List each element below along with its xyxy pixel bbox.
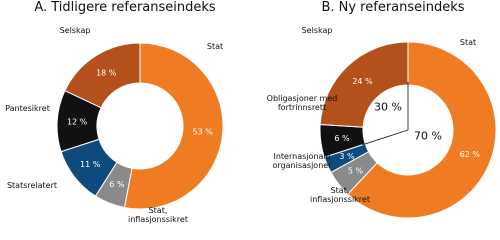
category-label: Statsrelatert bbox=[6, 181, 58, 190]
category-label: Pantesikret bbox=[5, 104, 50, 113]
value-label: 12 % bbox=[67, 118, 88, 127]
split-label: 30 % bbox=[374, 100, 402, 113]
value-label: 18 % bbox=[96, 68, 117, 77]
chart-title: A. Tidligere referanseindeks bbox=[34, 0, 216, 15]
value-label: 11 % bbox=[80, 160, 101, 169]
value-label: 62 % bbox=[460, 150, 481, 159]
value-label: 5 % bbox=[348, 166, 364, 175]
value-label: 53 % bbox=[193, 127, 214, 136]
value-label: 3 % bbox=[339, 152, 355, 161]
donut-slice bbox=[123, 42, 224, 210]
category-label: Selskap bbox=[59, 26, 91, 35]
category-label: Internasjonale organisasjoner bbox=[272, 152, 332, 170]
category-label: Obligasjoner med fortrinnsrett bbox=[266, 94, 338, 112]
split-line bbox=[362, 129, 409, 146]
split-label: 70 % bbox=[414, 130, 442, 143]
category-label: Selskap bbox=[301, 26, 333, 35]
donut-slice bbox=[347, 41, 497, 219]
chart-title: B. Ny referanseindeks bbox=[321, 0, 465, 15]
category-label: Stat, inflasjonssikret bbox=[310, 186, 370, 204]
value-label: 6 % bbox=[109, 180, 125, 189]
value-label: 6 % bbox=[334, 134, 350, 143]
charts: 53 % 6 % 11 % 12 % 18 % 62 % 5 % 3 % 6 % 24 % 30 %… bbox=[56, 41, 497, 219]
category-label: Stat bbox=[459, 38, 477, 47]
value-label: 24 % bbox=[352, 77, 373, 86]
page: 53 % 6 % 11 % 12 % 18 % 62 % 5 % 3 % 6 % 24 % 30 %… bbox=[5, 0, 497, 224]
donut-slice bbox=[319, 41, 409, 128]
category-label: Stat, inflasjonssikret bbox=[128, 206, 188, 224]
category-label: Stat bbox=[206, 42, 224, 51]
donut-slice bbox=[64, 42, 141, 109]
